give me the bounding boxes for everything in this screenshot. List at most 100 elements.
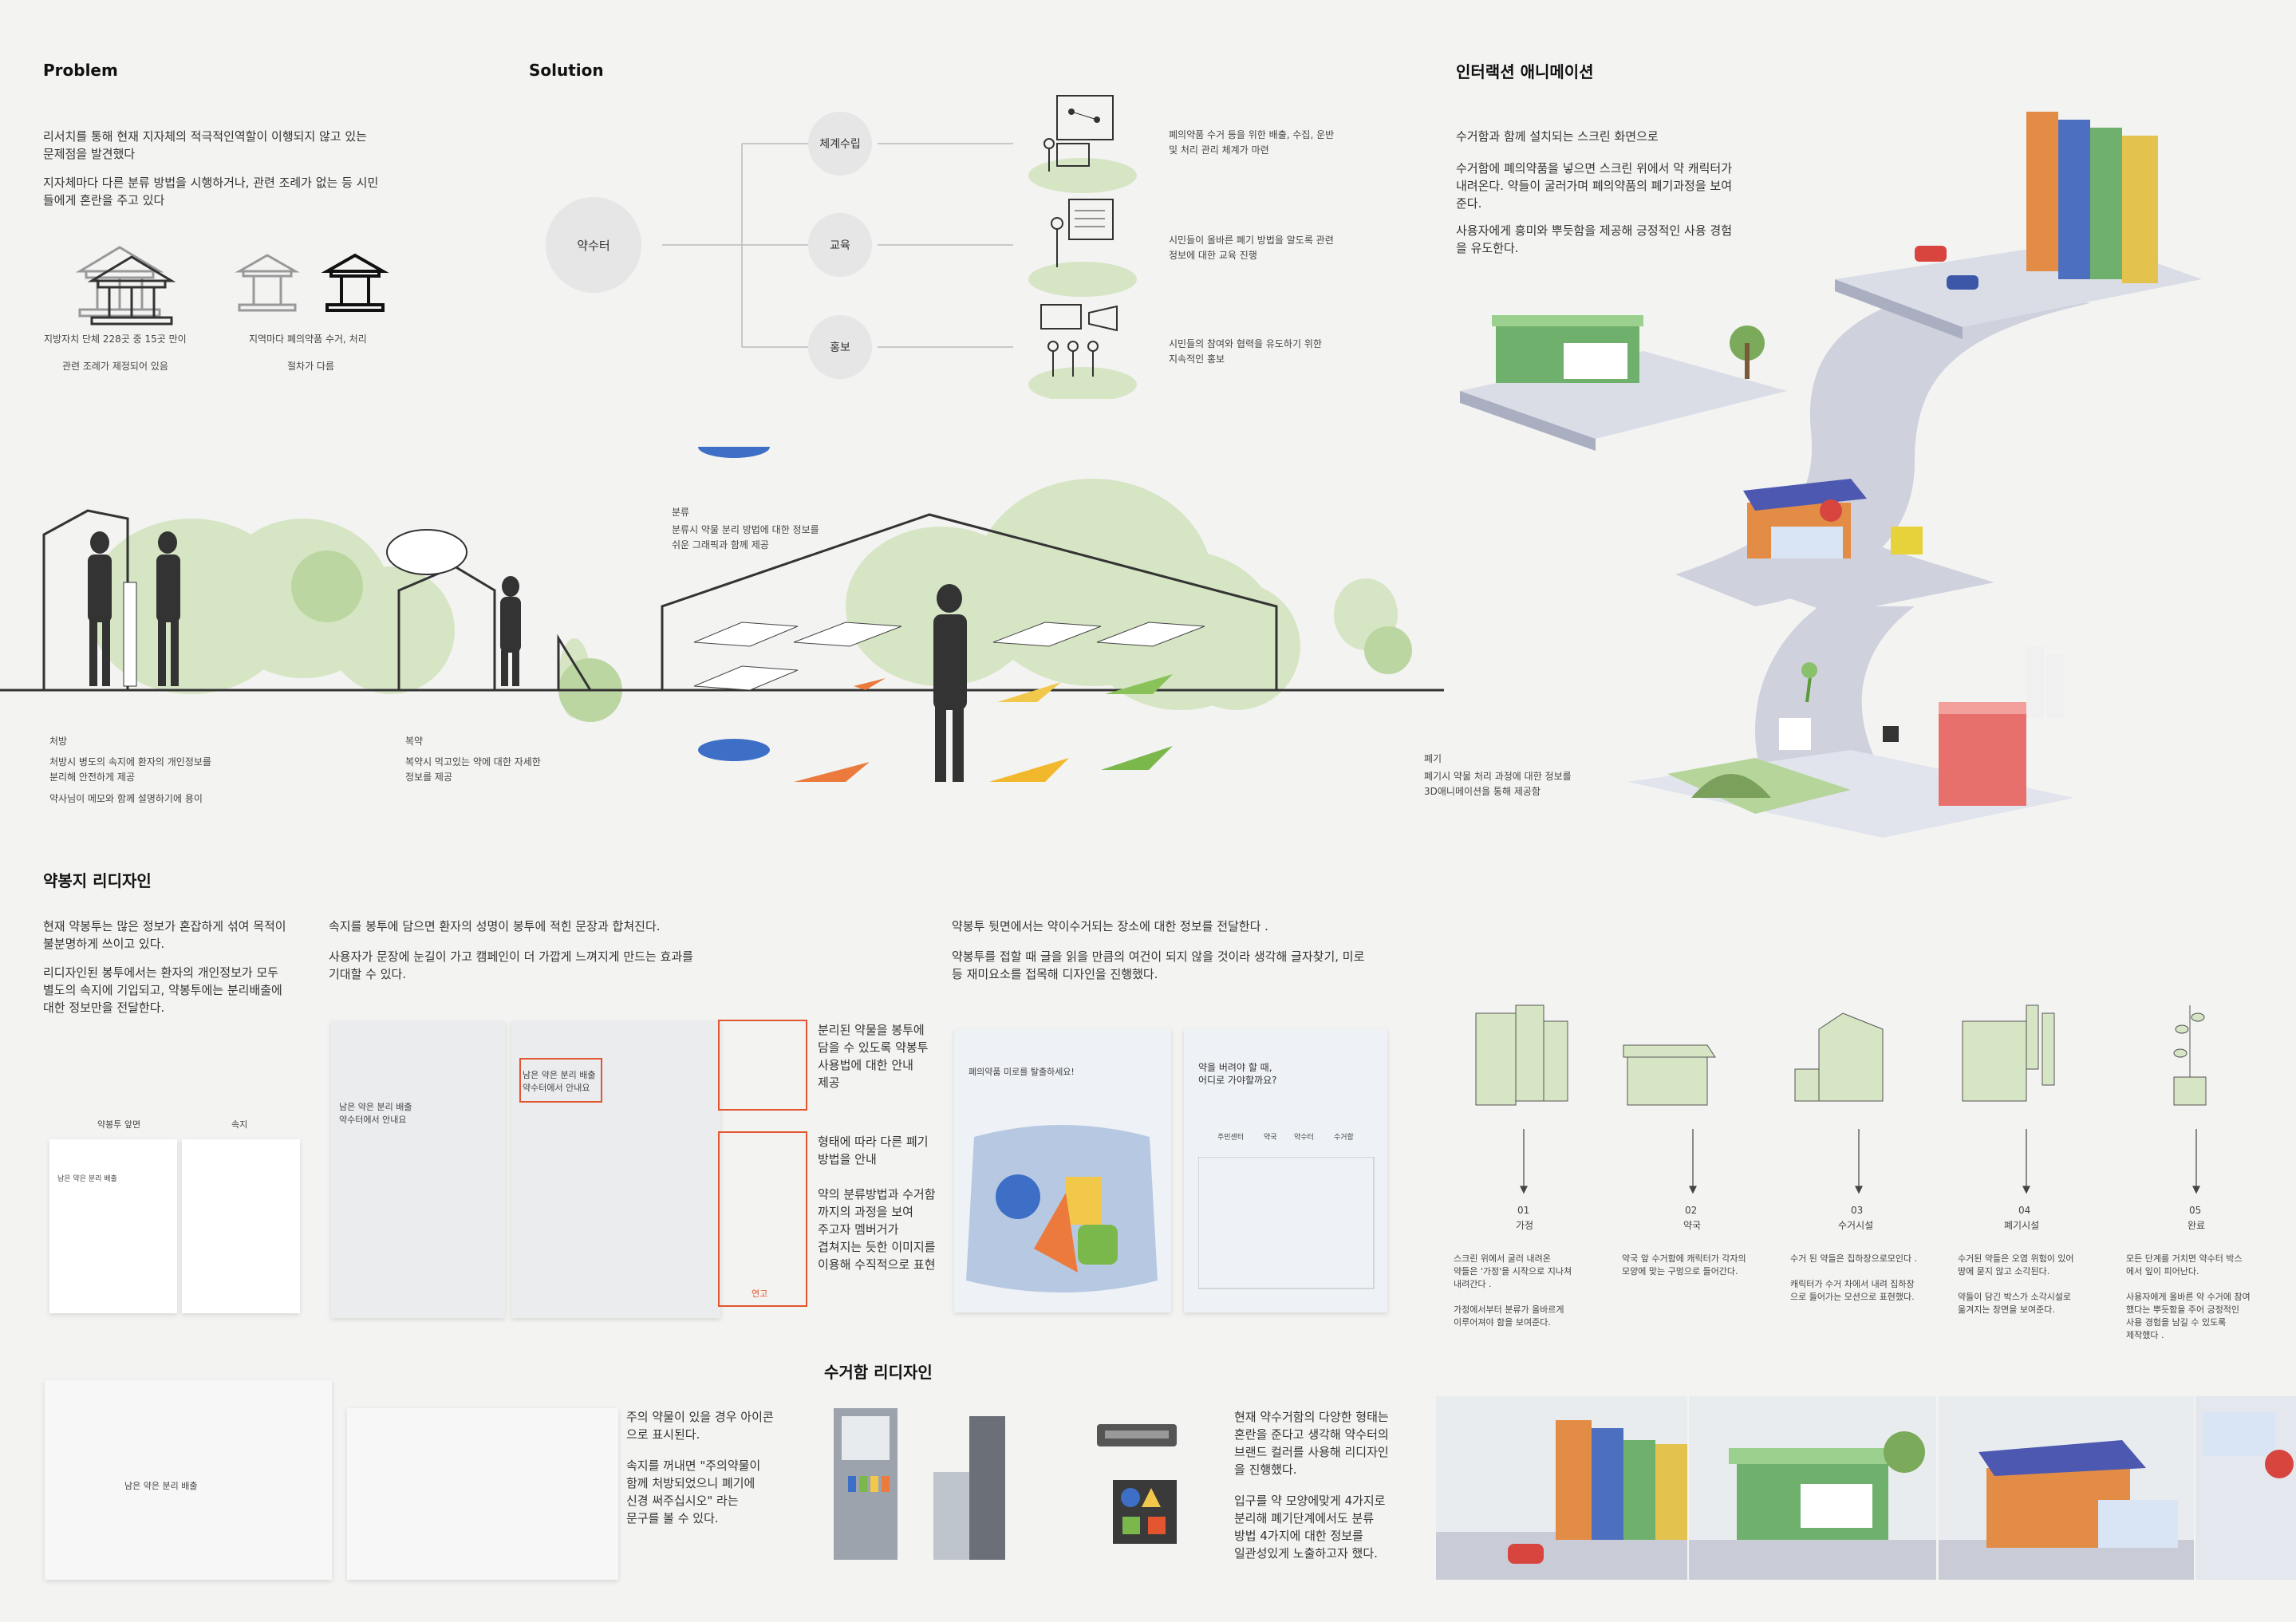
solution-heading: Solution — [529, 61, 604, 80]
scene-title-prescription: 처방 — [49, 736, 68, 747]
bag-front-sentence: 남은 약은 분리 배출 — [57, 1175, 117, 1183]
step-5-name: 완료 — [2188, 1220, 2206, 1231]
step-3-name: 수거시설 — [1838, 1220, 1874, 1231]
bag-text-4: 사용자가 문장에 눈길이 가고 캠페인이 더 가깝게 느껴지게 만드는 효과를 … — [329, 949, 693, 981]
interaction-text-2: 수거함에 폐의약품을 넣으면 스크린 위에서 약 캐릭터가 내려온다. 약들이 … — [1456, 161, 1733, 211]
bag-detail2-sentence-b: 약수터에서 안내요 — [523, 1083, 590, 1093]
building-icon-gray — [235, 254, 300, 312]
sheets-highlight-box-2: 연고 — [718, 1131, 807, 1307]
bag-photo-1: 남은 약은 분리 배출 — [45, 1380, 332, 1580]
collection-level — [1699, 479, 1994, 614]
bin-render-slots — [1097, 1424, 1177, 1544]
education-illustration-icon — [1028, 199, 1137, 297]
step-arrows — [1520, 1129, 2200, 1194]
step-3-desc: 수거 된 약들은 집하장으로모인다 . 캐릭터가 수거 차에서 내려 집하장 으… — [1790, 1253, 1918, 1302]
problem-text-1: 리서치를 통해 현재 지자체의 적극적인역할이 이행되지 않고 있는 문제점을 … — [43, 129, 367, 161]
problem-caption-2a: 지역마다 폐의약품 수거, 처리 — [249, 333, 367, 345]
problem-text-2: 지자체마다 다른 분류 방법을 시행하거나, 관련 조례가 없는 등 시민 들에… — [43, 176, 379, 207]
step-2-num: 02 — [1685, 1205, 1698, 1216]
step-2-name: 약국 — [1683, 1220, 1702, 1231]
bag-text-1: 현재 약봉투는 많은 정보가 혼잡하게 섞여 목적이 불분명하게 쓰이고 있다. — [43, 919, 286, 951]
bag-text-2: 리디자인된 봉투에서는 환자의 개인정보가 모두 별도의 속지에 기입되고, 약… — [43, 965, 282, 1015]
word-col-1: 주민센터 — [1217, 1134, 1245, 1142]
render-thumb-facility — [1939, 1396, 2194, 1580]
building-icon-black — [321, 253, 389, 312]
solution-center-node: 약수터 — [546, 197, 641, 293]
card-label-front: 약봉투 앞면 — [97, 1119, 141, 1130]
step-4-name: 폐기시설 — [2004, 1220, 2040, 1231]
word-col-2: 약국 — [1264, 1134, 1277, 1142]
scene-desc-prescription-1: 처방시 병도의 속지에 환자의 개인정보를 분리해 안전하게 제공 — [49, 756, 211, 783]
usage-scene-illustration — [0, 447, 1444, 782]
bag-front-card: 남은 약은 분리 배출 — [49, 1139, 177, 1313]
scene-desc-dosage: 복약시 먹고있는 약에 대한 자세한 정보를 제공 — [405, 756, 541, 783]
house-step-icon — [1475, 1004, 1568, 1106]
solution-desc-promotion: 시민들의 참여와 협력을 유도하기 위한 지속적인 홍보 — [1169, 338, 1322, 365]
step-1-name: 가정 — [1516, 1220, 1534, 1231]
bag-detail2-sentence-a: 남은 약은 분리 배출 — [523, 1070, 596, 1080]
bag-side-note-2: 형태에 따라 다른 폐기 방법을 안내 — [818, 1135, 929, 1166]
animation-3d-render — [1460, 112, 2202, 838]
solution-illustrations — [1028, 95, 1137, 399]
bag-bottom-text-2: 속지를 꺼내면 "주의약물이 함께 처방되었으니 폐기에 신경 써주십시오" 라… — [626, 1458, 761, 1525]
problem-caption-1a: 지방자치 단체 228곳 중 15곳 만이 — [44, 333, 187, 345]
bag-text-3: 속지를 봉투에 담으면 환자의 성명이 봉투에 적힌 문장과 합쳐진다. — [329, 919, 661, 933]
scene-desc-disposal: 폐기시 약물 처리 과정에 대한 정보를 3D애니메이션을 통해 제공함 — [1424, 771, 1572, 797]
word-search-card: 약을 버려야 할 때, 어디로 가야할까요? 주민센터 약국 약수터 수거함 — [1184, 1029, 1387, 1312]
bin-render-panel — [933, 1416, 1005, 1560]
bag-detail-card-2: 남은 약은 분리 배출 약수터에서 안내요 — [511, 1021, 720, 1318]
bin-text-2: 입구를 약 모양에맞게 4가지로 분리해 폐기단계에서도 분류 방법 4가지에 … — [1234, 1494, 1386, 1561]
scene-title-disposal: 폐기 — [1424, 753, 1442, 764]
sentence-highlight-box — [519, 1058, 602, 1103]
render-thumb-city — [1436, 1396, 1687, 1580]
bag-detail-sentence-a: 남은 약은 분리 배출 — [339, 1102, 412, 1112]
building-icon-stacked — [75, 246, 164, 318]
bag-inner-card — [182, 1139, 300, 1313]
problem-caption-2b: 절차가 다름 — [287, 361, 335, 372]
step-4-desc: 수거된 약들은 오염 위험이 있어 땅에 묻지 않고 소각된다. 약들이 담긴 … — [1958, 1253, 2074, 1315]
sheets-highlight-box-1 — [718, 1020, 807, 1111]
step-5-num: 05 — [2189, 1205, 2202, 1216]
bin-text-1: 현재 약수거함의 다양한 형태는 혼란을 준다고 생각해 약수터의 브랜드 컬러… — [1234, 1410, 1389, 1477]
solution-desc-system: 폐의약품 수거 등을 위한 배출, 수집, 운반 및 처리 관리 체계가 마련 — [1169, 129, 1335, 156]
solution-tree-lines — [662, 143, 1013, 348]
city-level — [1835, 112, 2202, 339]
problem-caption-1b: 관련 조례가 제정되어 있음 — [62, 361, 168, 372]
interaction-text-3: 사용자에게 흥미와 뿌듯함을 제공해 긍정적인 사용 경험 을 유도한다. — [1456, 223, 1733, 255]
facility-step-icon — [1794, 1012, 1884, 1102]
render-thumb-partial — [2195, 1396, 2296, 1580]
step-1-desc: 스크린 위에서 굴러 내려온 약들은 '가정'을 시작으로 지나쳐 내려간다 .… — [1454, 1253, 1572, 1328]
plant-step-icon — [2173, 1005, 2207, 1106]
maze-card: 폐의약품 미로를 탈출하세요! — [954, 1029, 1171, 1312]
problem-heading: Problem — [43, 61, 118, 80]
partial-thumb-graphic — [2195, 1396, 2296, 1580]
incinerator-step-icon — [1962, 1004, 2055, 1102]
building-icons — [75, 246, 389, 326]
step-2-desc: 약국 앞 수거함에 캐릭터가 각자의 모양에 맞는 구멍으로 들어간다. — [1622, 1253, 1746, 1277]
bag-text-6: 약봉투를 접할 때 글을 읽을 만큼의 여건이 되지 않을 것이라 생각해 글자… — [952, 949, 1365, 981]
bag-side-note-1: 분리된 약물을 봉투에 담을 수 있도록 약봉투 사용법에 대한 안내 제공 — [818, 1023, 929, 1090]
word-col-4: 수거함 — [1334, 1134, 1354, 1142]
word-search-title: 약을 버려야 할 때, 어디로 가야할까요? — [1198, 1062, 1277, 1086]
bag-detail-card-1: 남은 약은 분리 배출 약수터에서 안내요 — [331, 1021, 505, 1318]
incineration-level — [1627, 646, 2074, 838]
bin-renders — [834, 1408, 1177, 1560]
word-search-grid — [1198, 1157, 1375, 1289]
interaction-heading: 인터랙션 애니메이션 — [1456, 62, 1594, 81]
solution-node-education: 교육 — [808, 213, 872, 277]
step-4-num: 04 — [2018, 1205, 2031, 1216]
planning-illustration-icon — [1028, 95, 1137, 193]
word-col-3: 약수터 — [1294, 1134, 1314, 1142]
pharmacy-step-icon — [1623, 1044, 1716, 1106]
scene-desc-prescription-2: 약사님이 메모와 함께 설명하기에 용이 — [49, 793, 203, 804]
pharmacy-thumb-graphic — [1689, 1431, 1936, 1580]
step-5-desc: 모든 단계를 거치면 약수터 박스 에서 잎이 피어난다. 사용자에게 올바른 … — [2126, 1253, 2251, 1340]
bag-side-note-3: 약의 분류방법과 수거함 까지의 과정을 보여 주고자 멤버거가 겹쳐지는 듯한… — [818, 1187, 936, 1272]
scene-desc-sorting: 분류시 약물 분리 방법에 대한 정보를 쉬운 그래픽과 함께 제공 — [672, 524, 819, 551]
solution-node-promotion: 홍보 — [808, 315, 872, 379]
maze-title: 폐의약품 미로를 탈출하세요! — [969, 1067, 1075, 1077]
promotion-illustration-icon — [1028, 304, 1137, 399]
bag-photo-sentence: 남은 약은 분리 배출 — [124, 1481, 198, 1491]
solution-desc-education: 시민들이 올바른 폐기 방법을 알도록 관련 정보에 대한 교육 진행 — [1169, 235, 1334, 261]
step-1-num: 01 — [1517, 1205, 1530, 1216]
